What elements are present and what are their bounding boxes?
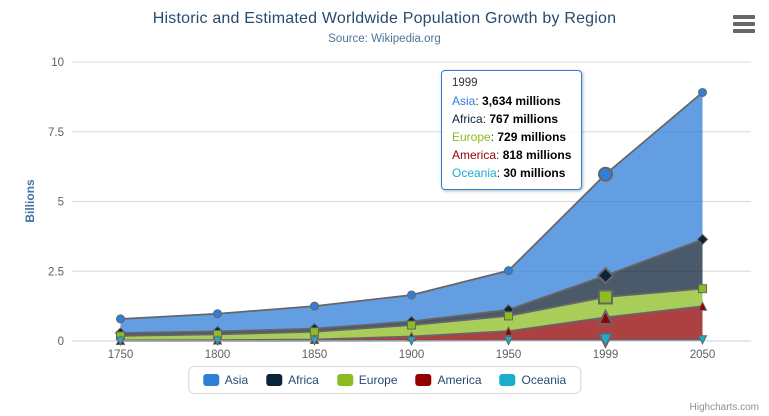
- legend: Asia Africa Europe America Oceania: [187, 366, 582, 394]
- legend-symbol: [266, 374, 283, 386]
- hamburger-icon: [733, 22, 755, 26]
- legend-item-oceania[interactable]: Oceania: [499, 373, 567, 387]
- legend-item-africa[interactable]: Africa: [266, 373, 319, 387]
- hamburger-icon: [733, 15, 755, 19]
- legend-symbol: [415, 374, 432, 386]
- area-asia: [120, 92, 703, 333]
- legend-item-asia[interactable]: Asia: [202, 373, 249, 387]
- legend-label: Europe: [358, 373, 398, 387]
- legend-symbol: [202, 374, 219, 386]
- legend-item-europe[interactable]: Europe: [336, 373, 398, 387]
- svg-text:1900: 1900: [399, 349, 425, 361]
- tooltip-header: 1999: [452, 77, 478, 89]
- svg-text:1750: 1750: [108, 349, 134, 361]
- series-markers[interactable]: [114, 87, 709, 349]
- legend-label: Asia: [224, 373, 249, 387]
- tooltip: 1999 Asia: 3,634 millions Africa: 767 mil…: [441, 70, 583, 190]
- svg-text:1800: 1800: [205, 349, 231, 361]
- hamburger-icon: [733, 29, 755, 33]
- y-axis-title: Billions: [23, 179, 37, 223]
- svg-text:1999: 1999: [593, 349, 619, 361]
- area-series: [120, 92, 703, 341]
- area-america: [120, 306, 703, 341]
- axis-labels: 0 2.5 5 7.5 10 1750 1800 1850 1900 1950 1999 2050: [48, 57, 715, 361]
- tooltip-rows: Asia: 3,634 millions Africa: 767 millions…: [452, 92, 571, 182]
- chart-subtitle: Source: Wikipedia.org: [328, 33, 441, 45]
- legend-symbol: [499, 374, 516, 386]
- svg-text:2.5: 2.5: [48, 266, 64, 278]
- chart-title: Historic and Estimated Worldwide Populat…: [152, 10, 617, 27]
- svg-text:2050: 2050: [690, 349, 716, 361]
- svg-text:1850: 1850: [302, 349, 328, 361]
- credits-link[interactable]: Highcharts.com: [689, 402, 759, 413]
- svg-text:10: 10: [51, 57, 64, 69]
- legend-label: Africa: [288, 373, 319, 387]
- tooltip-row-africa: Africa: 767 millions: [452, 112, 559, 126]
- legend-label: Oceania: [521, 373, 567, 387]
- tooltip-row-america: America: 818 millions: [452, 148, 572, 162]
- svg-text:0: 0: [58, 336, 64, 348]
- legend-symbol: [336, 374, 353, 386]
- legend-item-america[interactable]: America: [415, 373, 482, 387]
- context-menu-button[interactable]: [731, 15, 757, 35]
- tooltip-row-asia: Asia: 3,634 millions: [452, 94, 561, 108]
- tooltip-row-europe: Europe: 729 millions: [452, 130, 567, 144]
- tooltip-row-oceania: Oceania: 30 millions: [452, 166, 566, 180]
- area-africa: [120, 239, 703, 336]
- svg-text:1950: 1950: [496, 349, 522, 361]
- legend-label: America: [437, 373, 482, 387]
- svg-text:5: 5: [58, 197, 64, 209]
- svg-text:7.5: 7.5: [48, 127, 64, 139]
